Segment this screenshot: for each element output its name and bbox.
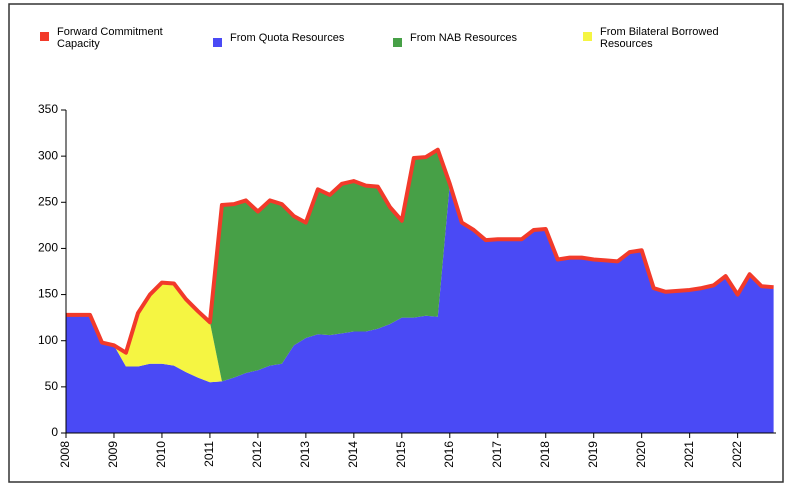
x-tick-label: 2012: [250, 441, 264, 468]
legend-item: From NAB Resources: [393, 32, 553, 47]
y-tick-label: 350: [38, 102, 58, 116]
x-tick-label: 2016: [442, 441, 456, 468]
legend-swatch: [213, 38, 222, 47]
y-tick-label: 100: [38, 333, 58, 347]
x-tick-label: 2014: [346, 441, 360, 468]
legend-label: Forward Commitment Capacity: [57, 26, 163, 50]
legend-item: From Bilateral Borrowed Resources: [583, 26, 723, 50]
area: [66, 183, 774, 383]
y-tick-label: 300: [38, 148, 58, 162]
legend-label: From Bilateral Borrowed Resources: [600, 26, 719, 50]
legend-swatch: [583, 32, 592, 41]
x-tick-label: 2008: [58, 441, 72, 468]
x-tick-label: 2013: [298, 441, 312, 468]
y-tick-label: 50: [45, 379, 59, 393]
x-tick-label: 2021: [682, 441, 696, 468]
x-tick-label: 2015: [394, 441, 408, 468]
x-tick-label: 2018: [538, 441, 552, 468]
frame: [8, 3, 784, 483]
y-tick-label: 150: [38, 287, 58, 301]
y-tick-label: 0: [51, 425, 58, 439]
legend-label: From NAB Resources: [410, 32, 517, 44]
line: [66, 147, 774, 355]
area: [66, 149, 774, 382]
y-tick-label: 200: [38, 241, 58, 255]
y-tick-label: 250: [38, 194, 58, 208]
legend-swatch: [40, 32, 49, 41]
legend-swatch: [393, 38, 402, 47]
legend-item: Forward Commitment Capacity: [40, 26, 170, 50]
x-tick-label: 2011: [202, 441, 216, 467]
x-tick-label: 2009: [106, 441, 120, 468]
x-tick-label: 2022: [730, 441, 744, 468]
area: [66, 183, 774, 433]
legend-label: From Quota Resources: [230, 32, 345, 44]
legend-item: From Quota Resources: [213, 32, 373, 47]
x-tick-label: 2020: [634, 441, 648, 468]
x-tick-label: 2017: [490, 441, 504, 468]
x-tick-label: 2010: [154, 441, 168, 468]
x-tick-label: 2019: [586, 441, 600, 468]
